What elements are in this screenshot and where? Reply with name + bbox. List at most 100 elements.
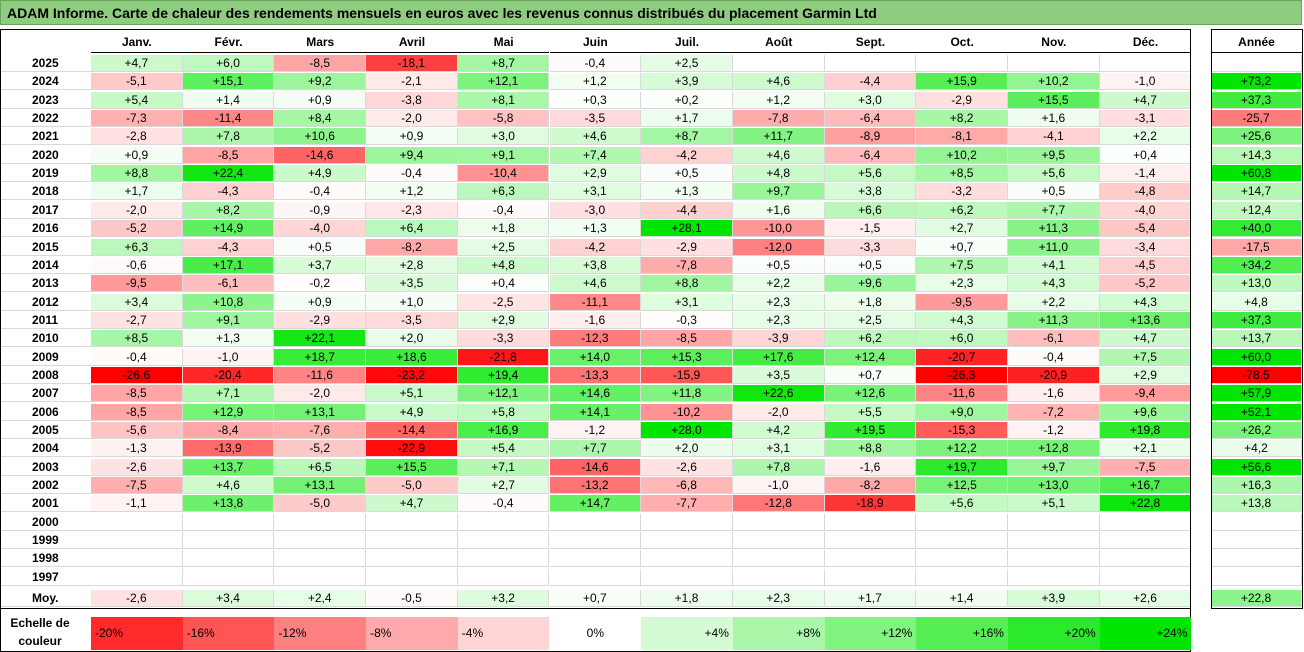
- heatmap-cell: -20,4: [182, 366, 275, 384]
- heatmap-cell: [641, 568, 733, 586]
- heatmap-cell: [457, 568, 550, 586]
- legend-step: +8%: [732, 617, 825, 650]
- heatmap-cell: +5,5: [824, 403, 917, 421]
- heatmap-cell: +3,1: [641, 293, 733, 311]
- annual-cell: [1211, 55, 1302, 72]
- heatmap-cell: [549, 550, 642, 568]
- heatmap-cell: -7,3: [91, 110, 183, 128]
- heatmap-cell: +7,4: [549, 146, 642, 164]
- heatmap-cell: +4,3: [1008, 275, 1100, 293]
- heatmap-cell: [916, 532, 1008, 550]
- heatmap-cell: +9,1: [457, 146, 550, 164]
- heatmap-cell: +0,5: [274, 238, 367, 256]
- heatmap-cell: -22,9: [366, 440, 458, 458]
- heatmap-cell: +8,2: [916, 110, 1008, 128]
- heatmap-cell: [824, 550, 917, 568]
- annual-cell: +25,6: [1211, 128, 1302, 146]
- heatmap-cell: +12,4: [824, 348, 917, 366]
- average-cell: +1,8: [641, 590, 733, 607]
- row-year-label: 2014: [0, 257, 91, 274]
- heatmap-cell: [366, 568, 458, 586]
- heatmap-cell: -8,2: [824, 477, 917, 495]
- heatmap-cell: -7,5: [1099, 458, 1192, 476]
- legend-step: -12%: [274, 617, 367, 650]
- heatmap-cell: [732, 513, 825, 531]
- heatmap-cell: +1,2: [549, 73, 642, 91]
- annual-cell: +52,1: [1211, 403, 1302, 421]
- heatmap-cell: +13,1: [274, 403, 367, 421]
- heatmap-cell: +8,5: [91, 330, 183, 348]
- heatmap-cell: -8,5: [274, 55, 367, 72]
- column-header: Sept.: [824, 32, 917, 53]
- heatmap-cell: +15,5: [1008, 91, 1100, 109]
- heatmap-cell: +3,1: [732, 440, 825, 458]
- heatmap-cell: -4,0: [274, 220, 367, 238]
- heatmap-cell: +5,4: [457, 440, 550, 458]
- heatmap-cell: +15,3: [641, 348, 733, 366]
- heatmap-cell: +0,4: [457, 275, 550, 293]
- heatmap-cell: [732, 532, 825, 550]
- heatmap-cell: [457, 513, 550, 531]
- average-cell: +2,6: [1099, 590, 1192, 607]
- heatmap-cell: +3,4: [91, 293, 183, 311]
- heatmap-cell: +2,9: [457, 311, 550, 329]
- heatmap-cell: +11,0: [1008, 238, 1100, 256]
- heatmap-cell: -13,9: [182, 440, 275, 458]
- column-header: Mai: [457, 32, 550, 53]
- heatmap-cell: +17,1: [182, 256, 275, 274]
- heatmap-cell: [549, 532, 642, 550]
- legend-step: +12%: [824, 617, 917, 650]
- annual-cell: +60,8: [1211, 165, 1302, 183]
- heatmap-cell: -1,6: [549, 311, 642, 329]
- heatmap-cell: -26,6: [91, 366, 183, 384]
- heatmap-cell: +3,0: [824, 91, 917, 109]
- heatmap-cell: [274, 568, 367, 586]
- heatmap-cell: +11,3: [1008, 220, 1100, 238]
- heatmap-cell: +2,2: [1008, 293, 1100, 311]
- heatmap-cell: -11,6: [274, 366, 367, 384]
- heatmap-cell: +1,2: [366, 183, 458, 201]
- heatmap-cell: -3,5: [549, 110, 642, 128]
- heatmap-cell: +15,9: [916, 73, 1008, 91]
- heatmap-cell: [366, 532, 458, 550]
- heatmap-cell: -11,4: [182, 110, 275, 128]
- heatmap-cell: -0,4: [366, 165, 458, 183]
- heatmap-cell: +1,0: [366, 293, 458, 311]
- heatmap-cell: +0,7: [824, 366, 917, 384]
- title-bar: ADAM Informe. Carte de chaleur des rende…: [0, 0, 1302, 25]
- legend-step: -20%: [91, 617, 183, 650]
- heatmap-cell: -18,9: [824, 495, 917, 513]
- heatmap-cell: -7,5: [91, 477, 183, 495]
- heatmap-cell: +0,9: [91, 146, 183, 164]
- heatmap-cell: +10,8: [182, 293, 275, 311]
- heatmap-cell: +7,8: [732, 458, 825, 476]
- legend-step: -8%: [366, 617, 458, 650]
- row-year-label: 2006: [0, 404, 91, 421]
- column-header: Déc.: [1099, 32, 1192, 53]
- heatmap-cell: -8,9: [824, 128, 917, 146]
- heatmap-cell: +2,3: [732, 311, 825, 329]
- row-year-label: 2010: [0, 330, 91, 348]
- heatmap-cell: +19,4: [457, 366, 550, 384]
- heatmap-cell: -4,1: [1008, 128, 1100, 146]
- annual-cell: +37,3: [1211, 311, 1302, 329]
- heatmap-cell: [916, 568, 1008, 586]
- heatmap-cell: +2,5: [824, 311, 917, 329]
- heatmap-cell: -1,3: [91, 440, 183, 458]
- heatmap-cell: -2,0: [732, 403, 825, 421]
- column-header: Janv.: [91, 32, 183, 53]
- heatmap-cell: -5,4: [1099, 220, 1192, 238]
- heatmap-cell: +1,7: [641, 110, 733, 128]
- heatmap-cell: -3,2: [916, 183, 1008, 201]
- heatmap-cell: -2,7: [91, 311, 183, 329]
- annual-cell: [1211, 532, 1302, 550]
- row-year-label: 2011: [0, 312, 91, 329]
- heatmap-cell: -2,6: [641, 458, 733, 476]
- heatmap-cell: [1099, 532, 1192, 550]
- heatmap-cell: -6,1: [1008, 330, 1100, 348]
- heatmap-cell: -18,1: [366, 55, 458, 72]
- heatmap-cell: -6,1: [182, 275, 275, 293]
- heatmap-cell: +7,5: [916, 256, 1008, 274]
- heatmap-cell: -1,6: [1008, 385, 1100, 403]
- column-header: Avril: [366, 32, 458, 53]
